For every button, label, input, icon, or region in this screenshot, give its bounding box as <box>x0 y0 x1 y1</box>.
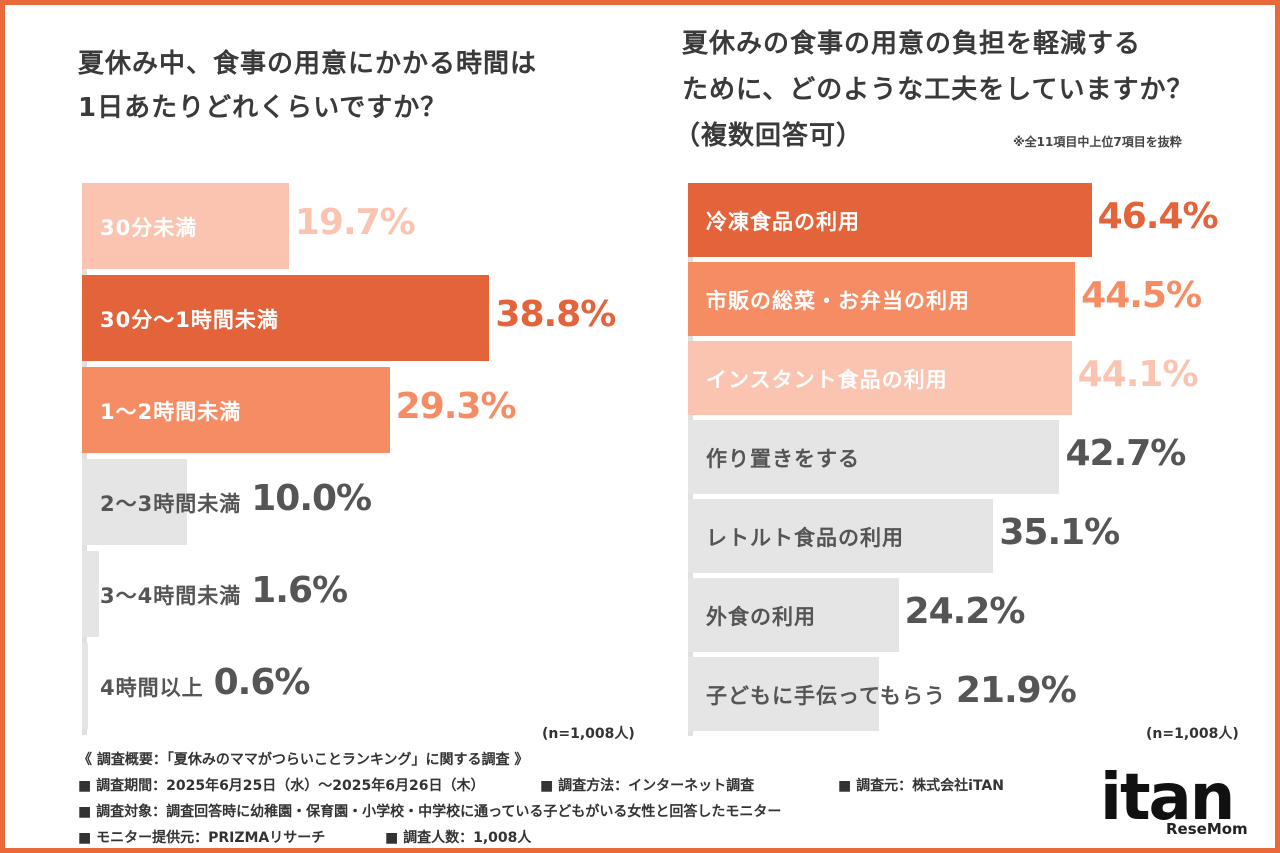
bar <box>82 275 490 361</box>
bar <box>688 262 1076 336</box>
survey-source: ■ 調査元：株式会社iTAN <box>838 778 1004 794</box>
category-label: 冷凍食品の利用 <box>706 210 860 234</box>
value-label: 44.1% <box>1077 354 1199 395</box>
survey-target: ■ 調査対象：調査回答時に幼稚園・保育園・小学校・中学校に通っている子どもがいる… <box>78 804 782 820</box>
value-label: 35.1% <box>999 512 1120 553</box>
value-label: 46.4% <box>1097 196 1219 237</box>
category-label: 30分〜1時間未満 <box>100 308 279 332</box>
right-chart-note: ※全11項目中上位7項目を抜粋 <box>1013 135 1182 149</box>
category-label: 外食の利用 <box>706 605 816 629</box>
survey-method: ■ 調査方法：インターネット調査 <box>540 778 755 794</box>
value-label: 44.5% <box>1081 275 1202 316</box>
bar <box>688 578 899 652</box>
category-label: 4時間以上 <box>100 676 204 700</box>
monitor-provider: ■ モニター提供元：PRIZMAリサーチ <box>78 830 326 846</box>
value-label: 29.3% <box>395 386 517 427</box>
value-label: 0.6% <box>213 662 311 703</box>
category-label: 子どもに手伝ってもらう <box>706 684 946 708</box>
right-sample-size-note: (n=1,008人) <box>1146 726 1239 742</box>
category-label: 2〜3時間未満 <box>100 492 242 516</box>
bar <box>688 657 879 731</box>
itan-logo-text: itan <box>1100 761 1235 835</box>
bar <box>688 420 1060 494</box>
bar <box>82 459 187 545</box>
category-label: 1〜2時間未満 <box>100 400 242 424</box>
category-label: 30分未満 <box>100 216 198 240</box>
value-label: 24.2% <box>904 591 1026 632</box>
value-label: 1.6% <box>251 570 348 611</box>
bar <box>688 183 1092 257</box>
category-label: 3〜4時間未満 <box>100 584 242 608</box>
bar <box>82 551 99 637</box>
bar <box>82 367 390 453</box>
survey-overview-heading: 《 調査概要：「夏休みのママがつらいことランキング」に関する調査 》 <box>78 752 529 768</box>
category-label: 作り置きをする <box>706 447 860 471</box>
right-chart-title-line3: （複数回答可） <box>674 121 864 151</box>
value-label: 21.9% <box>955 670 1077 711</box>
itan-resemom-logo: itan ReseMom <box>1100 766 1250 846</box>
left-sample-size-note: (n=1,008人) <box>542 726 635 742</box>
left-chart-title-line1: 夏休み中、食事の用意にかかる時間は <box>78 49 538 79</box>
category-label: 市販の総菜・お弁当の利用 <box>706 289 970 313</box>
survey-period: ■ 調査期間：2025年6月25日（水）〜2025年6月26日（木） <box>78 778 485 794</box>
value-label: 10.0% <box>251 478 372 519</box>
value-label: 38.8% <box>495 294 616 335</box>
survey-count: ■ 調査人数：1,008人 <box>385 830 532 846</box>
right-chart-title-line2: ために、どのような工夫をしていますか？ <box>682 75 1194 105</box>
resemom-logo-text: ReseMom <box>1166 820 1248 838</box>
category-label: レトルト食品の利用 <box>706 526 904 550</box>
left-chart-title-line2: 1日あたりどれくらいですか？ <box>78 93 448 123</box>
right-chart-title-line1: 夏休みの食事の用意の負担を軽減する <box>682 29 1142 59</box>
value-label: 19.7% <box>294 202 416 243</box>
bar <box>688 341 1072 415</box>
value-label: 42.7% <box>1065 433 1186 474</box>
bar <box>82 183 289 269</box>
bar <box>82 643 89 729</box>
bar <box>688 499 994 573</box>
category-label: インスタント食品の利用 <box>706 368 948 392</box>
